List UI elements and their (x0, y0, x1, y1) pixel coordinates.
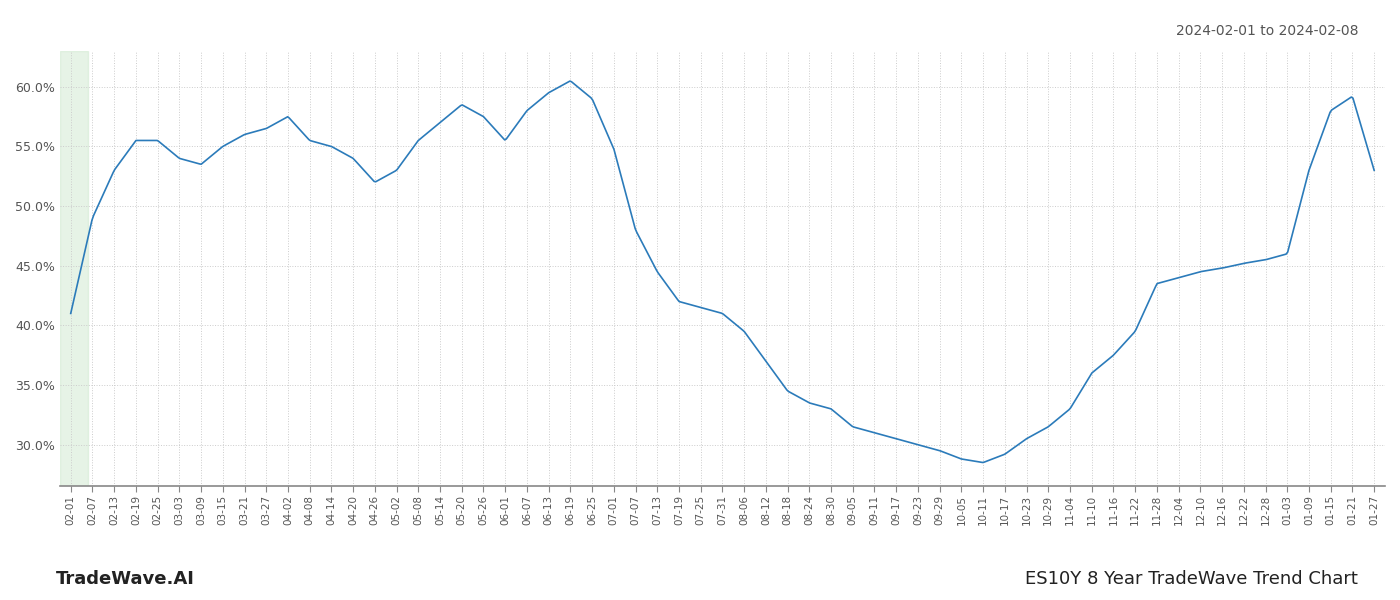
Text: TradeWave.AI: TradeWave.AI (56, 570, 195, 588)
Bar (60, 51, 88, 487)
Text: 2024-02-01 to 2024-02-08: 2024-02-01 to 2024-02-08 (1176, 24, 1358, 38)
Text: ES10Y 8 Year TradeWave Trend Chart: ES10Y 8 Year TradeWave Trend Chart (1025, 570, 1358, 588)
